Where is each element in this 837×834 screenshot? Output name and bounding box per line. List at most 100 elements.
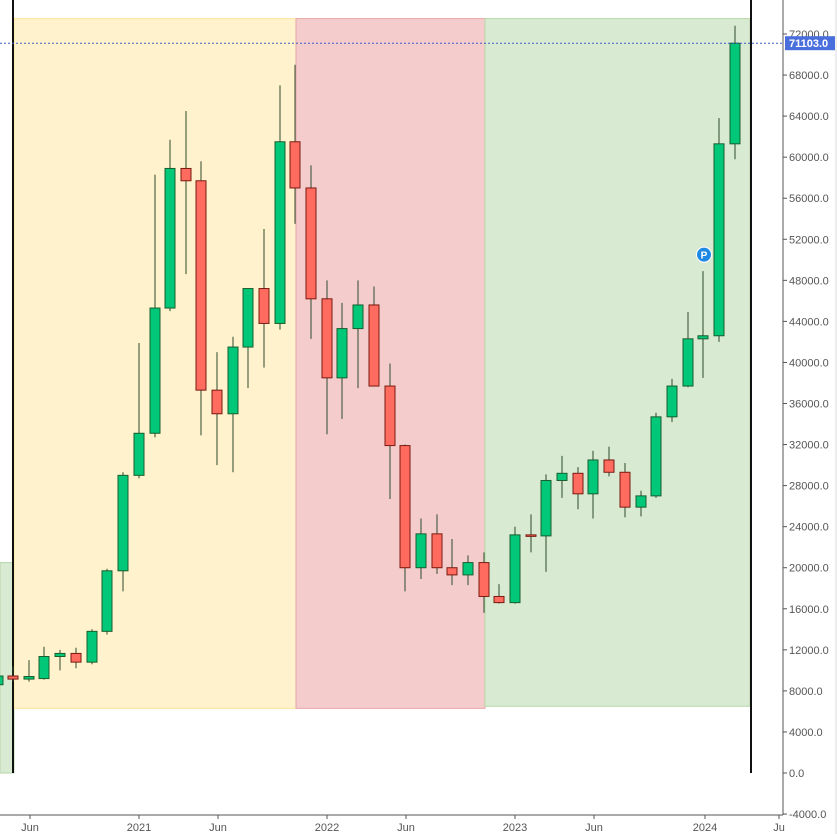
candle-2023-06[interactable] bbox=[572, 467, 584, 510]
price-tick-label: 68000.0 bbox=[789, 70, 829, 82]
candle-2023-02[interactable] bbox=[509, 526, 521, 604]
candle-2021-10[interactable] bbox=[258, 229, 270, 368]
candle-2020-12[interactable] bbox=[101, 568, 113, 635]
candle-body bbox=[54, 652, 66, 658]
candle-2023-12[interactable] bbox=[666, 378, 678, 422]
candle-body bbox=[321, 298, 333, 379]
candle-body bbox=[180, 167, 192, 182]
candle-2022-07[interactable] bbox=[399, 444, 411, 592]
price-tick-label: 8000.0 bbox=[789, 686, 823, 698]
candle-2024-04[interactable] bbox=[729, 25, 741, 160]
candle-2021-04[interactable] bbox=[164, 139, 176, 312]
candle-2020-07[interactable] bbox=[23, 660, 35, 682]
candle-2023-04[interactable] bbox=[540, 474, 552, 572]
candle-layer bbox=[0, 25, 741, 688]
price-tick-label: 12000.0 bbox=[789, 645, 829, 657]
candle-2020-08[interactable] bbox=[38, 646, 50, 680]
time-axis[interactable]: Jun 2021 Jun 2022 Jun 2023 Jun 2024 Ju bbox=[0, 814, 785, 834]
candle-2023-10[interactable] bbox=[635, 490, 647, 517]
candle-2021-02[interactable] bbox=[133, 342, 145, 479]
candle-2023-03[interactable] bbox=[525, 514, 537, 553]
candle-2020-11[interactable] bbox=[86, 629, 98, 665]
candle-2021-09[interactable] bbox=[242, 288, 254, 389]
candle-2021-06[interactable] bbox=[195, 161, 207, 436]
candle-2022-05[interactable] bbox=[368, 286, 380, 387]
candle-2022-01[interactable] bbox=[305, 165, 317, 339]
price-axis[interactable]: 72000.068000.064000.060000.056000.052000… bbox=[782, 0, 837, 834]
price-tick-label: 44000.0 bbox=[789, 316, 829, 328]
candle-body bbox=[70, 652, 82, 663]
candle-body bbox=[399, 445, 411, 569]
candle-2022-02[interactable] bbox=[321, 280, 333, 435]
candle-2024-03[interactable] bbox=[713, 118, 725, 342]
candle-2024-01[interactable] bbox=[682, 312, 694, 388]
candle-body bbox=[635, 495, 647, 508]
candle-2022-12[interactable] bbox=[478, 552, 490, 613]
candle-2020-09[interactable] bbox=[54, 649, 66, 671]
candle-body bbox=[164, 167, 176, 309]
current-price-tag bbox=[785, 36, 835, 51]
candle-body bbox=[305, 187, 317, 300]
candle-2022-10[interactable] bbox=[446, 538, 458, 586]
candle-body bbox=[603, 459, 615, 473]
candle-2021-08[interactable] bbox=[227, 336, 239, 473]
candle-body bbox=[509, 534, 521, 604]
candle-2020-10[interactable] bbox=[70, 647, 82, 669]
candle-2022-11[interactable] bbox=[462, 555, 474, 586]
candle-2021-03[interactable] bbox=[149, 174, 161, 438]
candle-2023-11[interactable] bbox=[650, 412, 662, 498]
candle-2020-05[interactable] bbox=[0, 671, 4, 688]
time-tick-label: 2022 bbox=[315, 822, 339, 834]
price-tick-label: 52000.0 bbox=[789, 234, 829, 246]
candle-body bbox=[352, 304, 364, 330]
candle-body bbox=[478, 562, 490, 597]
candle-body bbox=[86, 630, 98, 663]
candle-2021-07[interactable] bbox=[211, 352, 223, 466]
candle-body bbox=[682, 338, 694, 387]
price-tick-label: -4000.0 bbox=[789, 809, 826, 821]
candle-2023-08[interactable] bbox=[603, 446, 615, 477]
p-marker-icon[interactable] bbox=[696, 246, 712, 263]
current-price-value: 71103.0 bbox=[789, 38, 828, 50]
candle-2021-01[interactable] bbox=[117, 472, 129, 592]
candle-2022-09[interactable] bbox=[431, 514, 443, 574]
candle-2022-03[interactable] bbox=[336, 302, 348, 419]
candle-2024-02[interactable] bbox=[697, 271, 709, 378]
candle-body bbox=[274, 141, 286, 324]
candle-body bbox=[211, 389, 223, 415]
candle-body bbox=[242, 288, 254, 348]
candle-2022-06[interactable] bbox=[384, 363, 396, 499]
candle-2021-12[interactable] bbox=[289, 64, 301, 224]
candle-body bbox=[289, 141, 301, 189]
candle-body bbox=[133, 432, 145, 476]
candle-2021-05[interactable] bbox=[180, 110, 192, 275]
time-axis-bg bbox=[0, 815, 783, 834]
candle-body bbox=[556, 472, 568, 481]
candle-body bbox=[493, 595, 505, 604]
candle-2023-01[interactable] bbox=[493, 584, 505, 604]
candle-body bbox=[729, 42, 741, 145]
candle-body bbox=[666, 385, 678, 418]
price-tick-label: 24000.0 bbox=[789, 522, 829, 534]
candle-body bbox=[368, 304, 380, 387]
candle-body bbox=[431, 533, 443, 569]
candle-body bbox=[0, 675, 4, 686]
candle-2022-04[interactable] bbox=[352, 280, 364, 389]
candle-2023-09[interactable] bbox=[619, 463, 631, 518]
candle-2021-11[interactable] bbox=[274, 85, 286, 330]
time-tick-label: Ju bbox=[773, 822, 785, 834]
candle-body bbox=[713, 143, 725, 337]
price-tick-label: 16000.0 bbox=[789, 604, 829, 616]
candle-body bbox=[462, 562, 474, 576]
candle-2020-06[interactable] bbox=[7, 666, 19, 682]
price-tick-label: 32000.0 bbox=[789, 440, 829, 452]
candle-2023-07[interactable] bbox=[587, 450, 599, 519]
candle-body bbox=[101, 570, 113, 632]
marker-layer: P bbox=[696, 246, 712, 263]
candle-2022-08[interactable] bbox=[415, 518, 427, 580]
candle-2023-05[interactable] bbox=[556, 455, 568, 498]
price-tick-label: 4000.0 bbox=[789, 727, 823, 739]
price-tick-label: 56000.0 bbox=[789, 193, 829, 205]
cycle-lines bbox=[12, 0, 752, 773]
